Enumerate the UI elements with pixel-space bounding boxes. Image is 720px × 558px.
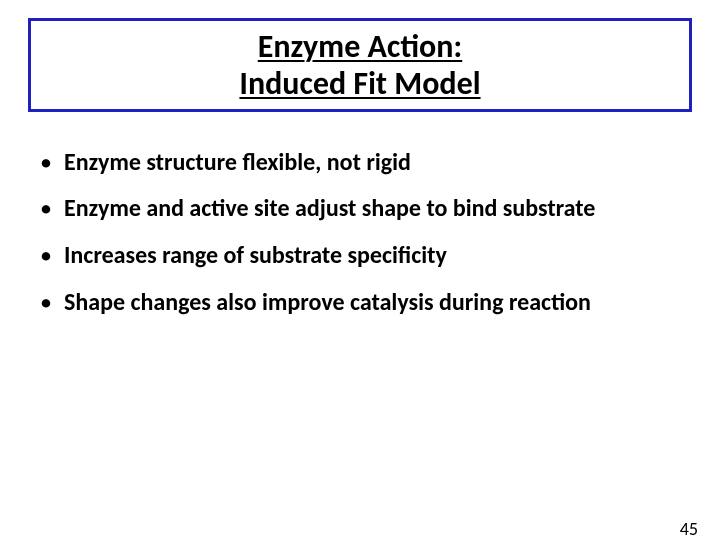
bullet-item: • Enzyme structure flexible, not rigid bbox=[40, 140, 680, 187]
bullet-item: • Increases range of substrate specifici… bbox=[40, 233, 680, 280]
bullet-item: • Shape changes also improve catalysis d… bbox=[40, 280, 680, 327]
bullet-marker: • bbox=[40, 140, 64, 187]
bullet-marker: • bbox=[40, 186, 64, 233]
bullet-text: Increases range of substrate specificity bbox=[64, 233, 447, 280]
bullet-marker: • bbox=[40, 233, 64, 280]
bullet-item: • Enzyme and active site adjust shape to… bbox=[40, 186, 680, 233]
bullet-text: Enzyme structure flexible, not rigid bbox=[64, 140, 411, 187]
bullet-marker: • bbox=[40, 280, 64, 327]
title-line-1: Enzyme Action: bbox=[31, 29, 689, 66]
bullet-list: • Enzyme structure flexible, not rigid •… bbox=[40, 140, 680, 327]
title-box: Enzyme Action: Induced Fit Model bbox=[28, 18, 692, 112]
bullet-text: Enzyme and active site adjust shape to b… bbox=[64, 186, 595, 233]
title-line-2: Induced Fit Model bbox=[31, 66, 689, 103]
bullet-text: Shape changes also improve catalysis dur… bbox=[64, 280, 591, 327]
page-number: 45 bbox=[680, 518, 698, 540]
